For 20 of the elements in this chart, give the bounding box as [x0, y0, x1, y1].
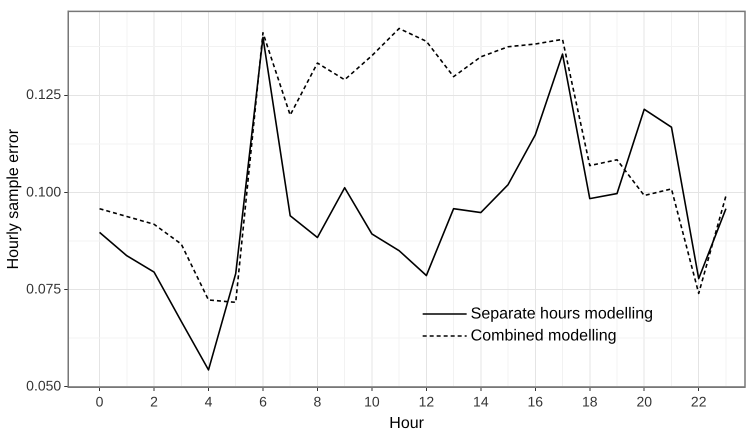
x-tick-label: 20 — [636, 393, 652, 410]
y-tick-label: 0.125 — [26, 86, 62, 102]
x-tick-label: 22 — [690, 393, 707, 410]
x-tick-label: 0 — [96, 393, 104, 410]
x-tick-label: 10 — [364, 393, 380, 410]
x-tick-label: 4 — [204, 393, 213, 410]
y-tick-label: 0.075 — [26, 280, 62, 296]
x-tick-label: 8 — [314, 393, 322, 410]
x-tick-label: 6 — [259, 393, 268, 410]
legend-label: Separate hours modelling — [470, 305, 654, 322]
legend-label: Combined modelling — [470, 327, 617, 344]
x-tick-label: 2 — [150, 393, 158, 410]
y-axis-title: Hourly sample error — [5, 128, 22, 270]
x-tick-label: 16 — [528, 393, 544, 410]
y-tick-label: 0.100 — [26, 183, 62, 200]
x-axis-title: Hour — [389, 414, 425, 432]
x-tick-label: 18 — [582, 393, 598, 410]
x-tick-label: 14 — [473, 393, 489, 410]
y-tick-label: 0.050 — [26, 377, 62, 394]
x-tick-label: 12 — [418, 393, 434, 410]
